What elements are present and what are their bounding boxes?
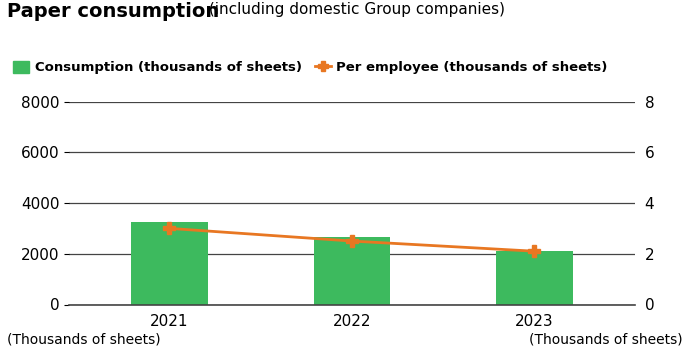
Text: (including domestic Group companies): (including domestic Group companies) — [204, 2, 504, 17]
Bar — [313, 237, 391, 304]
Legend: Consumption (thousands of sheets), Per employee (thousands of sheets): Consumption (thousands of sheets), Per e… — [14, 61, 607, 74]
Text: (Thousands of sheets): (Thousands of sheets) — [529, 332, 683, 346]
Text: Paper consumption: Paper consumption — [7, 2, 219, 21]
Bar — [131, 222, 208, 304]
Text: (Thousands of sheets): (Thousands of sheets) — [7, 332, 161, 346]
Bar — [496, 251, 573, 304]
